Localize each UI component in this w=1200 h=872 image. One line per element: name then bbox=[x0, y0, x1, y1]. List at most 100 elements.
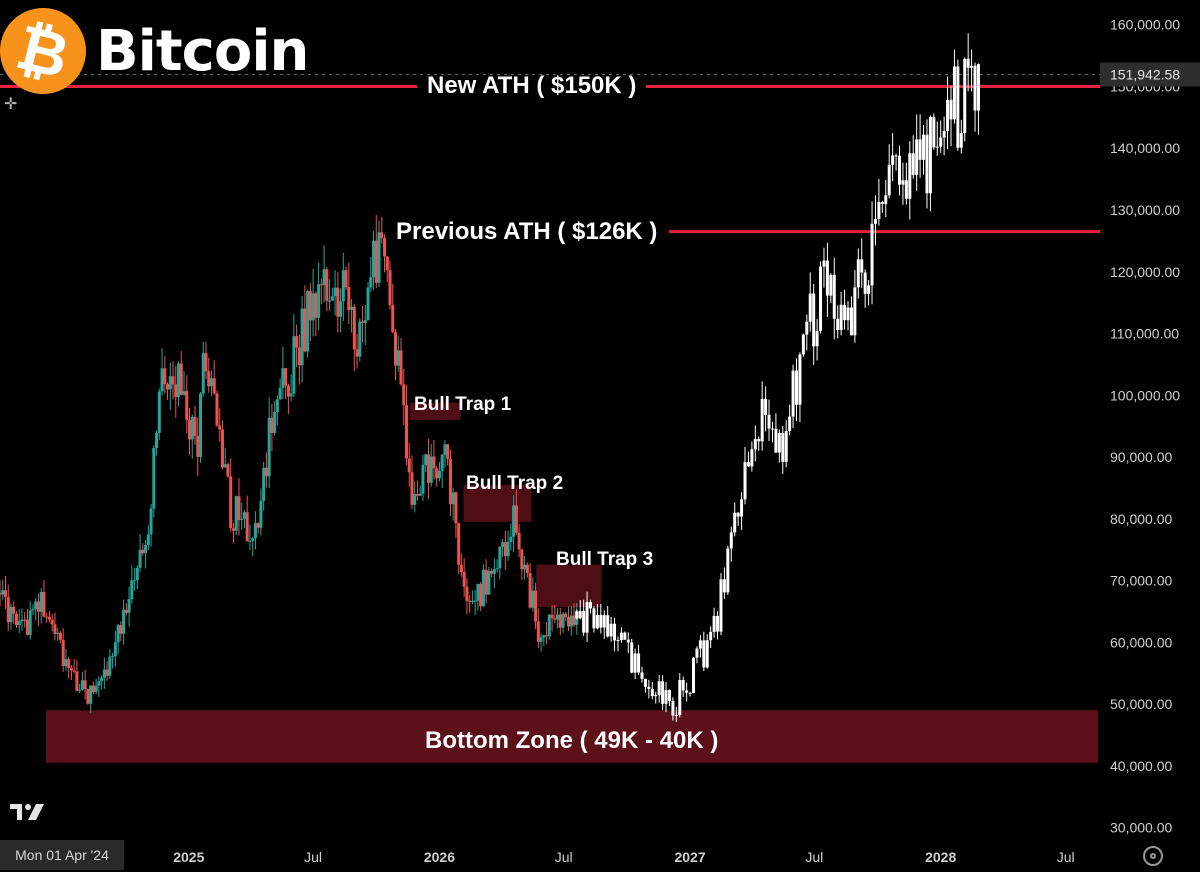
candle-body-148 bbox=[404, 405, 408, 459]
candle-body-133 bbox=[363, 320, 367, 324]
candle-body-86 bbox=[234, 496, 238, 531]
candle-body-54 bbox=[146, 534, 150, 546]
candle-body-92 bbox=[251, 538, 255, 541]
candle-body-207 bbox=[567, 616, 571, 627]
projection-body-67 bbox=[805, 321, 809, 335]
candle-body-205 bbox=[561, 613, 565, 628]
candle-body-186 bbox=[509, 536, 513, 542]
candle-body-97 bbox=[264, 467, 268, 477]
projection-body-115 bbox=[970, 65, 974, 68]
candle-body-43 bbox=[116, 625, 120, 643]
projection-body-36 bbox=[698, 640, 702, 649]
candle-body-189 bbox=[517, 532, 521, 550]
candle-body-57 bbox=[155, 432, 159, 448]
candle-body-55 bbox=[149, 508, 153, 535]
candle-body-3 bbox=[6, 597, 10, 623]
projection-body-89 bbox=[880, 201, 884, 204]
x-tick-label: 2025 bbox=[173, 849, 204, 865]
candle-body-100 bbox=[273, 412, 277, 433]
candle-body-123 bbox=[336, 287, 340, 317]
candles-layer bbox=[0, 33, 980, 723]
projection-body-83 bbox=[860, 259, 864, 273]
projection-body-43 bbox=[722, 579, 726, 593]
previous-ath-label: Previous ATH ( $126K ) bbox=[396, 217, 658, 245]
projection-body-100 bbox=[918, 139, 922, 160]
candle-body-71 bbox=[193, 416, 197, 436]
bottom-zone-rect bbox=[46, 710, 1098, 763]
candle-body-187 bbox=[512, 505, 516, 537]
candle-body-1 bbox=[1, 590, 5, 595]
projection-body-75 bbox=[832, 274, 836, 319]
projection-body-19 bbox=[640, 672, 644, 679]
candle-body-150 bbox=[410, 472, 414, 505]
candle-body-170 bbox=[465, 586, 469, 601]
candle-body-208 bbox=[569, 615, 573, 627]
candle-body-91 bbox=[248, 540, 252, 542]
candle-body-202 bbox=[553, 618, 557, 620]
projection-body-57 bbox=[770, 428, 774, 430]
candle-body-10 bbox=[25, 619, 29, 635]
projection-body-64 bbox=[795, 370, 799, 405]
current-price-badge bbox=[1100, 62, 1200, 87]
projection-body-60 bbox=[781, 433, 785, 462]
projection-body-85 bbox=[867, 285, 871, 294]
candle-body-116 bbox=[317, 284, 321, 318]
candle-body-2 bbox=[3, 590, 7, 598]
candle-body-103 bbox=[281, 368, 285, 388]
candle-body-167 bbox=[457, 523, 461, 565]
candle-body-132 bbox=[361, 321, 365, 324]
projection-body-26 bbox=[664, 690, 668, 704]
candle-body-35 bbox=[94, 685, 98, 692]
candle-body-191 bbox=[523, 564, 527, 570]
projection-body-10 bbox=[609, 623, 613, 637]
candle-body-195 bbox=[534, 590, 538, 622]
candle-body-102 bbox=[278, 387, 282, 400]
projection-body-86 bbox=[870, 223, 874, 286]
candle-body-200 bbox=[547, 614, 551, 637]
tradingview-logo-icon[interactable] bbox=[8, 800, 48, 824]
candle-body-70 bbox=[190, 416, 194, 440]
candle-body-9 bbox=[23, 619, 27, 621]
projection-body-101 bbox=[922, 134, 926, 160]
candle-body-60 bbox=[163, 368, 167, 385]
projection-body-22 bbox=[650, 688, 654, 697]
candle-body-76 bbox=[207, 371, 211, 387]
projection-body-96 bbox=[904, 180, 908, 199]
projection-body-9 bbox=[606, 615, 610, 637]
candle-body-0 bbox=[0, 592, 2, 595]
candle-body-143 bbox=[391, 305, 395, 333]
candle-body-5 bbox=[12, 606, 16, 614]
candle-body-142 bbox=[388, 270, 392, 306]
candle-body-61 bbox=[166, 384, 170, 390]
candle-body-165 bbox=[451, 492, 455, 505]
candle-body-98 bbox=[267, 417, 271, 477]
projection-body-65 bbox=[798, 354, 802, 405]
projection-body-99 bbox=[915, 139, 919, 175]
projection-body-48 bbox=[740, 499, 744, 517]
projection-body-88 bbox=[877, 201, 881, 220]
x-tick-label: 2027 bbox=[674, 849, 705, 865]
candle-body-127 bbox=[347, 287, 351, 311]
candle-body-201 bbox=[550, 614, 554, 619]
candle-body-198 bbox=[542, 635, 546, 638]
candle-body-174 bbox=[476, 584, 480, 601]
candle-body-104 bbox=[284, 368, 288, 386]
candle-body-67 bbox=[182, 391, 186, 395]
projection-body-74 bbox=[829, 274, 833, 296]
candle-body-50 bbox=[135, 567, 139, 581]
crosshair-icon[interactable]: ✛ bbox=[4, 96, 18, 113]
gear-icon[interactable] bbox=[1143, 846, 1163, 866]
projection-body-50 bbox=[746, 462, 750, 467]
candle-body-145 bbox=[396, 350, 400, 366]
candle-body-74 bbox=[201, 353, 205, 394]
candle-body-39 bbox=[105, 669, 109, 676]
axis-layer: 30,000.00 40,000.00 50,000.00 60,000.00 70,0… bbox=[173, 17, 1200, 865]
candle-body-209 bbox=[572, 615, 576, 625]
candle-body-94 bbox=[256, 523, 260, 528]
projection-body-114 bbox=[966, 58, 970, 68]
projection-body-113 bbox=[963, 58, 967, 134]
projection-body-66 bbox=[801, 334, 805, 355]
candle-body-101 bbox=[275, 399, 279, 413]
candle-body-144 bbox=[394, 332, 398, 366]
